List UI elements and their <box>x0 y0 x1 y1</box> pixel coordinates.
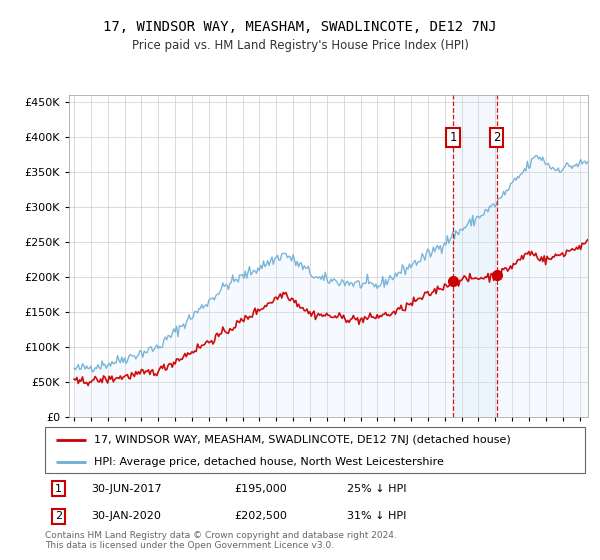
Text: 2: 2 <box>55 511 62 521</box>
Text: 30-JUN-2017: 30-JUN-2017 <box>91 484 161 493</box>
Text: 17, WINDSOR WAY, MEASHAM, SWADLINCOTE, DE12 7NJ: 17, WINDSOR WAY, MEASHAM, SWADLINCOTE, D… <box>103 20 497 34</box>
Text: 1: 1 <box>55 484 62 493</box>
Text: Price paid vs. HM Land Registry's House Price Index (HPI): Price paid vs. HM Land Registry's House … <box>131 39 469 52</box>
Text: Contains HM Land Registry data © Crown copyright and database right 2024.
This d: Contains HM Land Registry data © Crown c… <box>45 531 397 550</box>
Bar <box>453 95 497 417</box>
Text: 25% ↓ HPI: 25% ↓ HPI <box>347 484 407 493</box>
Text: 2: 2 <box>493 130 500 144</box>
Text: 17, WINDSOR WAY, MEASHAM, SWADLINCOTE, DE12 7NJ (detached house): 17, WINDSOR WAY, MEASHAM, SWADLINCOTE, D… <box>94 435 511 445</box>
Text: £195,000: £195,000 <box>234 484 287 493</box>
Text: 31% ↓ HPI: 31% ↓ HPI <box>347 511 407 521</box>
Text: 30-JAN-2020: 30-JAN-2020 <box>91 511 161 521</box>
FancyBboxPatch shape <box>45 427 585 473</box>
Text: £202,500: £202,500 <box>234 511 287 521</box>
Text: HPI: Average price, detached house, North West Leicestershire: HPI: Average price, detached house, Nort… <box>94 457 443 466</box>
Text: 1: 1 <box>449 130 457 144</box>
